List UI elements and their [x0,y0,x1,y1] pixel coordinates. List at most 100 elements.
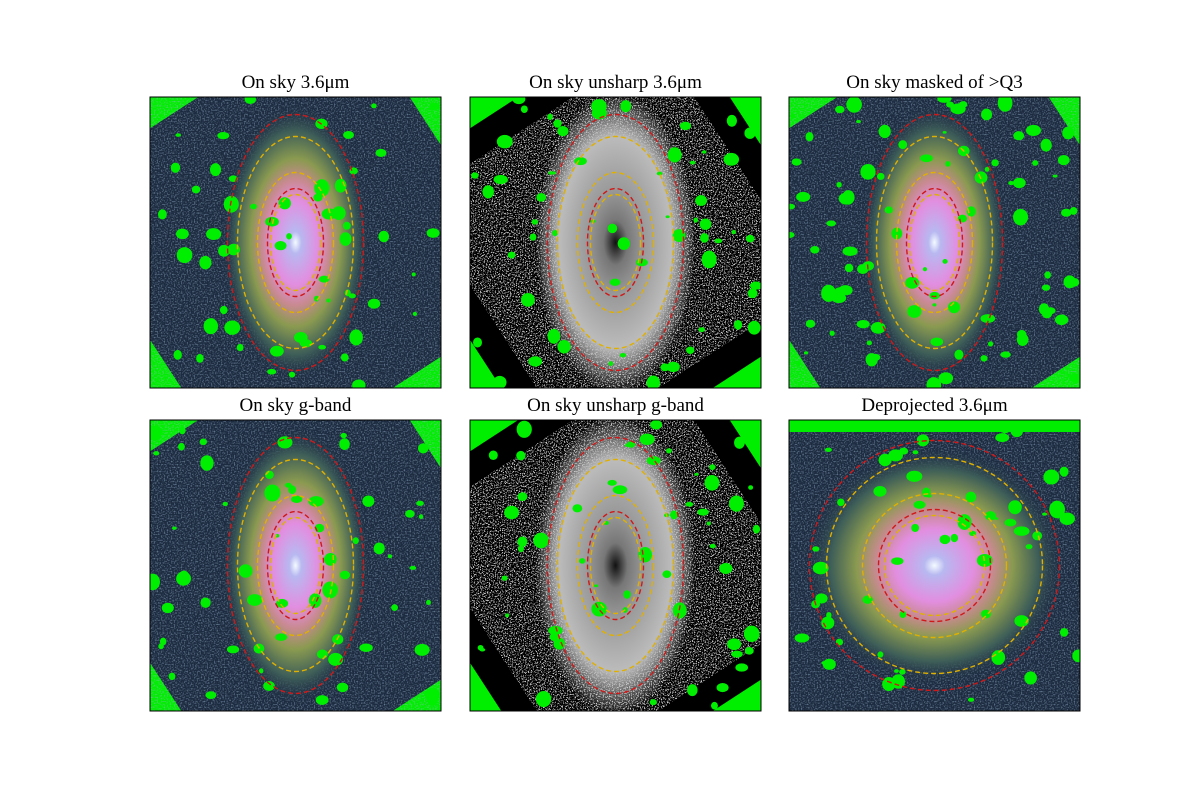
mask-blob [579,558,586,564]
mask-blob [412,311,418,316]
mask-blob [479,648,486,652]
mask-blob [666,361,680,373]
mask-blob [593,584,599,588]
mask-blob [362,495,375,507]
mask-blob [342,221,351,230]
mask-blob [557,125,569,137]
fit-ellipse [226,436,365,695]
mask-blob [405,509,415,518]
mask-blob [199,438,208,446]
mask-blob [591,99,607,114]
mask-blob [831,293,847,304]
panel-frame [469,419,762,712]
mask-blob [322,581,338,599]
fit-ellipse [236,135,355,350]
mask-blob [922,267,928,272]
mask-blob [930,337,944,347]
panel-frame [788,419,1081,712]
mask-blob [710,701,718,710]
mask-blob [948,301,961,314]
mask-blob [504,613,510,618]
mask-blob [837,498,845,507]
mask-blob [723,152,740,166]
mask-blob [620,100,632,113]
mask-blob [488,450,498,461]
mask-blob [168,672,176,681]
mask-blob [200,455,214,471]
mask-blob [922,487,931,498]
mask-blob [1008,180,1015,186]
mask-blob [1038,303,1050,316]
mask-blob [607,479,617,486]
mask-blob [340,432,347,439]
mask-blob [170,162,181,173]
mask-blob [535,691,552,708]
mask-blob [1010,424,1024,438]
mask-blob [205,691,217,700]
panel-image [150,97,441,388]
mask-blob [937,97,952,103]
mask-blob [557,339,571,354]
mask-blob [274,241,287,251]
mask-blob [1041,284,1051,291]
mask-blob [607,223,618,234]
mask-blob [1013,177,1026,189]
mask-blob [507,251,516,259]
mask-blob [623,590,631,599]
mask-blob [411,272,416,277]
mask-blob [704,474,720,491]
mask-blob [945,160,951,167]
mask-blob [269,345,284,357]
mask-blob [179,426,186,435]
mask-blob [856,320,870,329]
mask-blob [639,433,655,445]
mask-blob [218,244,230,257]
mask-blob [689,160,696,165]
fit-ellipse [865,113,1004,372]
mask-blob [391,604,398,611]
mask-blob [1060,208,1072,217]
mask-blob [665,215,670,219]
mask-blob [747,320,761,335]
mask-blob [860,163,876,180]
mask-blob [812,561,829,575]
mask-blob [414,643,430,656]
mask-blob [878,124,891,139]
mask-blob [735,663,749,672]
mask-blob [891,227,903,240]
mask-blob [473,337,483,348]
panel-title: On sky 3.6μm [242,72,350,93]
mask-blob [744,646,754,655]
mask-blob [965,491,977,503]
mask-blob [748,485,754,490]
mask-blob [791,158,802,166]
panel-image [789,97,1080,388]
mask-blob [238,564,253,578]
mask-blob [946,101,954,108]
fit-ellipse [269,516,322,615]
mask-blob [995,433,1010,443]
mask-blob [984,166,990,172]
mask-blob [980,314,996,323]
fit-ellipse [556,458,675,673]
mask-blob [1069,278,1080,287]
mask-blob [470,172,479,179]
mask-blob [512,97,526,105]
mask-blob [1059,466,1069,477]
mask-blob [1008,500,1022,515]
mask-blob [516,450,526,461]
mask-blob [810,245,820,254]
mask-blob [836,181,842,188]
mask-blob [226,645,240,654]
mask-blob [694,472,699,476]
mask-blob [203,318,219,335]
mask-blob [352,537,359,545]
mask-blob [876,172,885,181]
mask-blob [1069,207,1078,215]
mask-blob [1013,208,1029,226]
mask-blob [424,688,440,701]
mask-blob [789,231,795,239]
mask-blob [716,683,729,693]
mask-blob [743,625,760,643]
mask-blob [878,453,892,467]
